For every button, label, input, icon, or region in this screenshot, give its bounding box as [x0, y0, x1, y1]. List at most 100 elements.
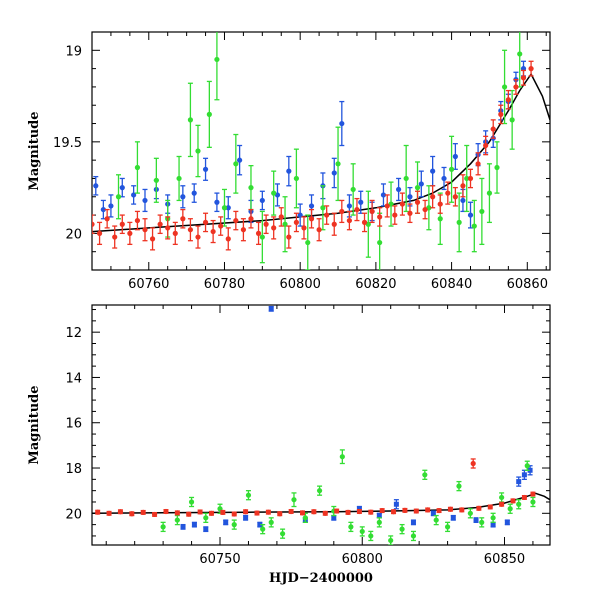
data-point	[271, 216, 277, 240]
point-marker	[516, 479, 522, 485]
data-point	[259, 190, 265, 211]
data-point	[486, 163, 493, 224]
y-tick-label: 12	[65, 326, 82, 341]
point-marker	[225, 205, 231, 211]
data-point	[395, 177, 402, 202]
data-point	[174, 514, 180, 526]
data-point	[233, 133, 239, 194]
data-point	[277, 511, 283, 517]
data-point	[195, 124, 201, 178]
point-marker	[471, 223, 477, 229]
data-point	[322, 510, 328, 516]
data-point	[365, 190, 371, 258]
data-point	[430, 155, 436, 187]
data-point	[510, 498, 516, 504]
data-point	[422, 199, 428, 220]
data-point	[467, 201, 474, 229]
point-marker	[93, 183, 99, 189]
data-point	[359, 526, 365, 537]
point-marker	[487, 504, 493, 510]
point-marker	[464, 175, 470, 182]
point-marker	[260, 526, 266, 532]
data-point	[452, 186, 458, 207]
point-marker	[129, 511, 135, 517]
point-marker	[191, 522, 197, 528]
y-tick-label: 16	[65, 417, 82, 432]
data-point	[278, 207, 284, 227]
data-point	[470, 458, 476, 469]
data-point	[499, 492, 505, 503]
point-marker	[377, 239, 383, 246]
data-point	[513, 78, 519, 95]
data-point	[345, 509, 351, 515]
point-marker	[350, 186, 356, 193]
data-point	[452, 143, 458, 170]
top-axis-ticks: 60760 60780 60800 60820 60840 60860 19 19.5 20	[53, 31, 550, 292]
point-marker	[339, 208, 345, 215]
point-marker	[186, 511, 192, 517]
data-point	[422, 469, 428, 480]
data-point	[436, 507, 442, 514]
data-point	[93, 175, 99, 196]
point-marker	[240, 227, 247, 233]
data-point	[459, 507, 465, 513]
point-marker	[95, 509, 101, 515]
data-point	[301, 216, 307, 240]
point-marker	[348, 524, 354, 530]
point-marker	[180, 524, 186, 530]
point-marker	[490, 522, 496, 528]
point-marker	[165, 225, 171, 231]
point-marker	[358, 199, 364, 205]
data-point	[305, 214, 311, 270]
point-marker	[243, 515, 249, 521]
point-marker	[498, 111, 504, 117]
point-marker	[456, 483, 462, 489]
point-marker	[499, 501, 505, 507]
point-marker	[254, 510, 260, 516]
data-point	[530, 491, 536, 497]
point-marker	[188, 499, 195, 505]
point-marker	[279, 531, 286, 537]
data-point	[524, 460, 530, 471]
top-y-axis-label: Magnitude	[27, 111, 42, 190]
data-point	[350, 163, 356, 216]
data-point	[418, 170, 424, 198]
point-marker	[331, 515, 337, 521]
point-marker	[346, 217, 352, 224]
point-marker	[195, 148, 201, 154]
y-tick-label: 19.5	[53, 136, 82, 151]
point-marker	[210, 228, 216, 235]
point-marker	[187, 117, 194, 123]
point-marker	[180, 216, 186, 222]
data-point	[265, 509, 271, 515]
data-point	[498, 104, 504, 125]
data-point	[223, 519, 229, 526]
data-point	[479, 177, 485, 246]
x-tick-label: 60780	[204, 277, 245, 292]
point-marker	[445, 190, 451, 196]
bottom-axis-ticks: 60750 60800 60850 12 14 16 18 20	[65, 305, 550, 567]
data-point	[324, 205, 330, 225]
data-point	[377, 207, 383, 227]
point-marker	[345, 509, 351, 515]
data-point	[288, 508, 294, 515]
point-marker	[494, 164, 500, 171]
point-marker	[160, 524, 166, 530]
data-point	[214, 32, 220, 101]
point-marker	[316, 488, 323, 494]
point-marker	[278, 214, 284, 220]
point-marker	[516, 501, 522, 507]
point-marker	[286, 168, 292, 174]
data-point	[520, 69, 527, 86]
data-point	[521, 494, 527, 501]
data-point	[240, 218, 247, 242]
data-point	[528, 60, 534, 77]
data-point	[191, 521, 197, 528]
data-point	[356, 508, 363, 515]
point-marker	[191, 190, 197, 196]
data-point	[282, 196, 288, 253]
data-point	[450, 514, 456, 521]
point-marker	[265, 509, 271, 515]
point-marker	[346, 203, 352, 209]
